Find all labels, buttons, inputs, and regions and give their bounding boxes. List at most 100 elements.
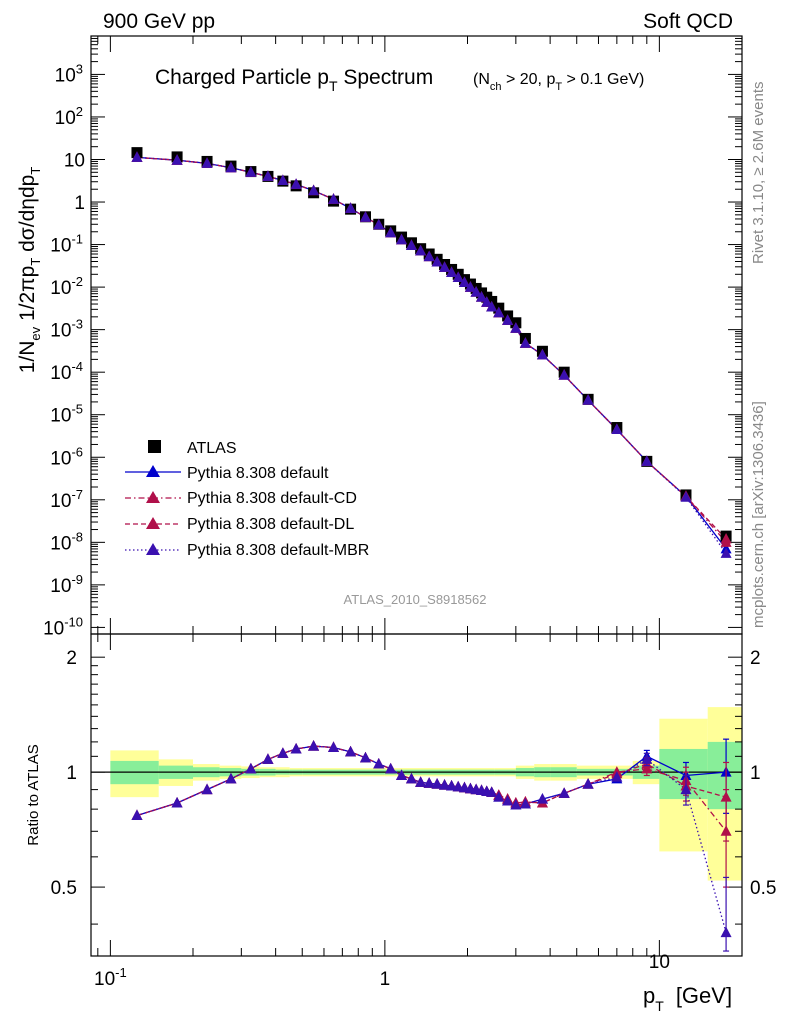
- ratio-point-series-3: [225, 772, 237, 784]
- legend-label-mbr: Pythia 8.308 default-MBR: [187, 542, 369, 559]
- y-tick-label: 10-9: [50, 572, 83, 597]
- ratio-axis-ticks: 0.5 0.5 1 1 2 2 10-1 1 10: [51, 634, 776, 990]
- ratio-point-series-3: [290, 742, 302, 754]
- main-point-series-4: [582, 394, 594, 405]
- main-point-series-4: [373, 218, 385, 230]
- main-point-series-4: [519, 337, 531, 348]
- cut-end: > 0.1 GeV): [562, 71, 644, 88]
- header-right: Soft QCD: [643, 10, 733, 33]
- main-data-marks: [131, 147, 732, 558]
- ratio-point-series-3: [415, 776, 427, 787]
- main-point-series-4: [510, 322, 522, 333]
- main-point-series-4: [641, 455, 653, 466]
- header-left: 900 GeV pp: [103, 10, 215, 33]
- ratio-point-series-3: [345, 745, 357, 757]
- main-point-series-4: [502, 314, 514, 325]
- ratio-point-series-3: [502, 795, 514, 806]
- y-tick-label: 10: [64, 150, 85, 171]
- ratio-point-series-3: [373, 758, 385, 769]
- main-point-series-4: [201, 157, 213, 168]
- ratio-point-series-3: [396, 769, 408, 780]
- main-point-series-4: [423, 250, 435, 262]
- legend-label-cd: Pythia 8.308 default-CD: [187, 490, 357, 507]
- main-point-series-4: [225, 161, 237, 173]
- ratio-point-series-3: [611, 771, 623, 782]
- main-point-series-4: [171, 154, 183, 165]
- x-tick-label: 1: [380, 969, 391, 990]
- main-point-series-4: [290, 178, 302, 189]
- ratio-point-series-3: [641, 753, 653, 764]
- main-axis-ticks: 10-10 10-9 10-8 10-7 10-6 10-5 10-4 10-3 10-2 10-…: [43, 35, 743, 639]
- main-panel: 10-10 10-9 10-8 10-7 10-6 10-5 10-4 10-3 10-2 10-…: [16, 35, 743, 639]
- ratio-data-marks: [131, 738, 732, 952]
- ratio-point-series-3: [423, 777, 435, 788]
- ratio-point-series-3: [493, 791, 505, 802]
- main-point-series-4: [446, 266, 458, 278]
- title-cut: (Nch > 20, pT > 0.1 GeV): [473, 71, 644, 93]
- main-point-series-4: [720, 547, 732, 558]
- y-tick-label: 10-1: [50, 232, 83, 257]
- cut-part: (N: [473, 71, 490, 88]
- ratio-point-series-3: [131, 809, 143, 820]
- analysis-watermark: ATLAS_2010_S8918562: [344, 592, 487, 607]
- ratio-point-series-3: [277, 747, 289, 758]
- y-tick-label: 10-4: [50, 359, 83, 384]
- x-tick-label: 10: [649, 952, 670, 973]
- ratio-point-series-3: [439, 779, 451, 790]
- ratio-y-tick-label: 1: [66, 763, 77, 784]
- x-tick-label: 10-1: [94, 965, 127, 990]
- ratio-point-series-3: [245, 762, 257, 774]
- mcplots-label: mcplots.cern.ch [arXiv:1306.3436]: [750, 401, 767, 628]
- main-point-series-4: [458, 276, 470, 288]
- main-point-series-4: [464, 281, 476, 292]
- ratio-panel: 0.5 0.5 1 1 2 2 10-1 1 10 Ratio to ATLAS pT [GeV]: [25, 633, 776, 1014]
- ratio-point-series-3: [262, 753, 274, 764]
- ratio-ylabel: Ratio to ATLAS: [25, 744, 42, 845]
- ratio-point-series-3: [519, 798, 531, 809]
- y-tick-label: 10-6: [50, 444, 83, 469]
- y-tick-label: 10-7: [50, 487, 83, 512]
- main-point-series-4: [493, 306, 505, 318]
- legend-marker-cd: [146, 491, 160, 503]
- cut-sub1: ch: [490, 81, 502, 93]
- ratio-point-series-3: [171, 797, 183, 808]
- y-tick-label: 10-2: [50, 274, 83, 299]
- title-sub: T: [329, 78, 338, 94]
- main-point-series-4: [262, 170, 274, 181]
- ratio-y-tick-label-right: 1: [750, 763, 761, 784]
- ratio-point-series-3: [558, 787, 570, 798]
- y-tick-label: 10-5: [50, 402, 83, 427]
- main-point-series-4: [308, 184, 320, 196]
- ratio-y-tick-label-right: 0.5: [750, 878, 776, 899]
- ratio-frame: [90, 633, 743, 957]
- y-tick-label: 102: [55, 104, 83, 129]
- ratio-line-series-1: [136, 745, 727, 832]
- y-tick-label: 103: [55, 61, 83, 86]
- main-point-series-4: [385, 226, 397, 238]
- ratio-point-series-3: [680, 783, 692, 795]
- main-point-series-4: [245, 166, 257, 177]
- ratio-point-series-3: [720, 926, 732, 938]
- ratio-point-series-2: [720, 791, 732, 802]
- ratio-xlabel: pT [GeV]: [643, 983, 732, 1014]
- ratio-point-series-3: [510, 799, 522, 810]
- main-line-series-2: [136, 156, 727, 543]
- main-point-series-3: [720, 532, 732, 544]
- main-point-series-4: [359, 211, 371, 222]
- ratio-point-series-3: [359, 751, 371, 763]
- ratio-point-series-3: [308, 740, 320, 751]
- main-point-series-4: [431, 255, 443, 267]
- ratio-y-tick-label: 0.5: [51, 878, 77, 899]
- legend-label-default: Pythia 8.308 default: [187, 465, 329, 482]
- y-tick-label: 10-8: [50, 529, 83, 554]
- main-point-series-4: [476, 291, 488, 302]
- main-point-series-4: [486, 301, 498, 312]
- ratio-y-tick-label: 2: [66, 648, 77, 669]
- main-title: Charged Particle pT Spectrum: [155, 66, 433, 94]
- main-point-series-4: [470, 286, 482, 297]
- title-rest: Spectrum: [338, 66, 434, 89]
- main-point-series-4: [345, 202, 357, 213]
- main-point-series-4: [536, 348, 548, 360]
- main-point-series-4: [405, 239, 417, 251]
